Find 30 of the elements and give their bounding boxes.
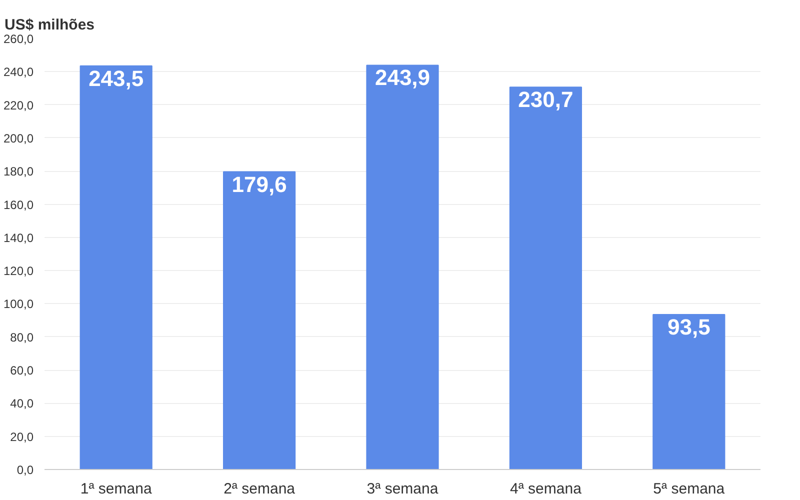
bar — [652, 314, 726, 470]
y-tick-label: 220,0 — [3, 98, 34, 112]
y-tick-label: 0,0 — [16, 463, 34, 477]
bar — [509, 86, 582, 470]
y-tick-label: 120,0 — [3, 264, 34, 278]
y-tick-label: 240,0 — [3, 65, 34, 80]
y-axis-title: US$ milhões — [4, 16, 95, 34]
data-label: 243,5 — [88, 66, 144, 91]
x-tick-label: 2ª semana — [224, 480, 296, 498]
y-tick-label: 80,0 — [10, 330, 34, 344]
x-tick-label: 4ª semana — [510, 480, 582, 498]
y-tick-label: 260,0 — [3, 32, 34, 46]
y-tick-label: 40,0 — [10, 396, 34, 411]
y-tick-label: 160,0 — [3, 198, 34, 212]
y-tick-label: 180,0 — [3, 164, 34, 179]
bar — [366, 64, 439, 470]
data-label: 243,9 — [374, 65, 430, 90]
y-tick-label: 100,0 — [3, 297, 34, 312]
y-tick-label: 140,0 — [3, 230, 34, 245]
y-tick-label: 200,0 — [3, 131, 34, 146]
x-tick-label: 5ª semana — [653, 480, 726, 498]
data-label: 230,7 — [518, 87, 574, 112]
data-label: 179,6 — [232, 172, 287, 197]
y-tick-label: 60,0 — [10, 364, 34, 378]
y-tick-label: 20,0 — [10, 430, 34, 444]
bar — [80, 65, 152, 470]
x-tick-label: 3ª semana — [366, 480, 439, 498]
x-tick-label: 1ª semana — [80, 480, 152, 498]
bar — [223, 171, 296, 470]
data-label: 93,5 — [667, 314, 710, 340]
